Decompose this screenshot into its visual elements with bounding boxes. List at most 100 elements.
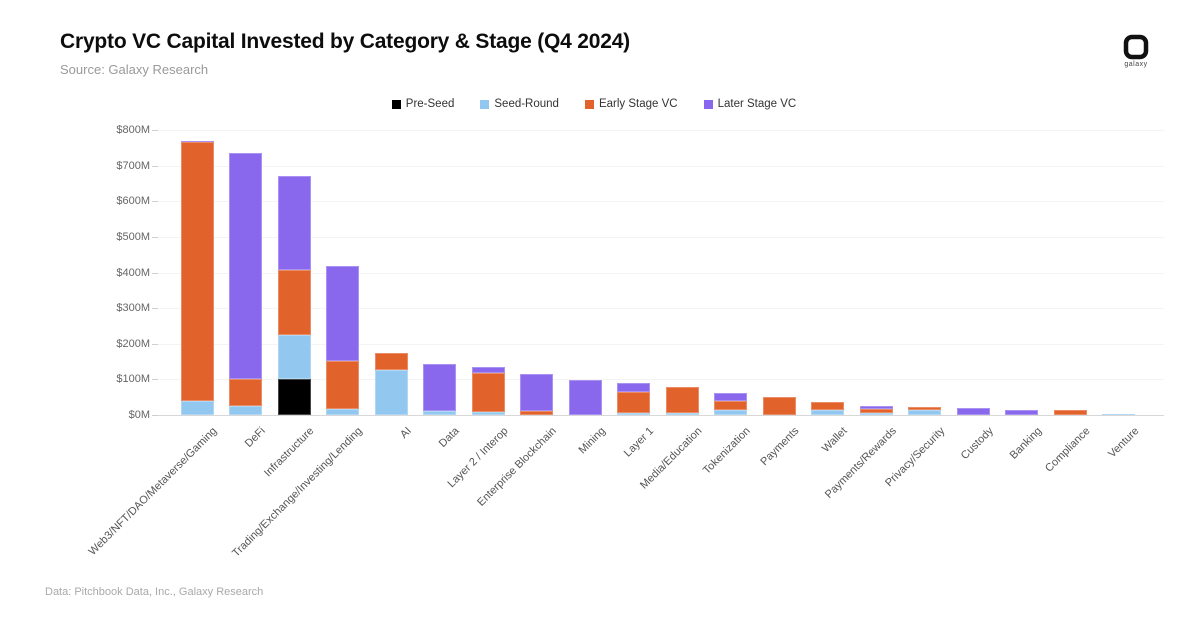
bar-segment-later-stage-vc[interactable] bbox=[520, 374, 553, 411]
y-axis-tick bbox=[152, 130, 158, 131]
bar-compliance[interactable] bbox=[1053, 409, 1087, 415]
bar-banking[interactable] bbox=[1005, 409, 1038, 415]
bar-segment-early-stage-vc[interactable] bbox=[811, 401, 844, 411]
bar-segment-seed-round[interactable] bbox=[1102, 414, 1135, 415]
x-axis-label: Custody bbox=[958, 425, 996, 463]
bar-segment-later-stage-vc[interactable] bbox=[714, 392, 747, 402]
bar-enterprise-blockchain[interactable] bbox=[520, 374, 553, 415]
bar-data[interactable] bbox=[423, 364, 456, 415]
bar-segment-early-stage-vc[interactable] bbox=[617, 391, 650, 414]
bar-segment-early-stage-vc[interactable] bbox=[229, 379, 262, 407]
bar-segment-early-stage-vc[interactable] bbox=[714, 401, 747, 410]
bar-segment-later-stage-vc[interactable] bbox=[568, 380, 602, 415]
y-axis-label: $400M bbox=[116, 266, 150, 279]
bar-segment-early-stage-vc[interactable] bbox=[180, 142, 214, 402]
bar-segment-seed-round[interactable] bbox=[617, 413, 650, 415]
bar-segment-seed-round[interactable] bbox=[374, 370, 408, 415]
bar-segment-early-stage-vc[interactable] bbox=[859, 408, 893, 414]
x-axis-label: Web3/NFT/DAO/Metaverse/Gaming bbox=[86, 425, 220, 558]
bar-segment-early-stage-vc[interactable] bbox=[1053, 409, 1087, 415]
bar-media-education[interactable] bbox=[665, 386, 699, 415]
bar-wallet[interactable] bbox=[811, 401, 844, 415]
bar-tokenization[interactable] bbox=[714, 392, 747, 415]
legend-item-early-stage-vc[interactable]: Early Stage VC bbox=[584, 98, 678, 110]
legend-label: Later Stage VC bbox=[717, 98, 797, 110]
page-title: Crypto VC Capital Invested by Category &… bbox=[60, 30, 630, 53]
bar-mining[interactable] bbox=[568, 380, 602, 415]
bar-custody[interactable] bbox=[956, 407, 990, 415]
bar-segment-seed-round[interactable] bbox=[811, 410, 844, 415]
bar-layer-1[interactable] bbox=[617, 382, 650, 415]
bar-segment-early-stage-vc[interactable] bbox=[908, 407, 941, 410]
gridline bbox=[158, 130, 1164, 131]
y-axis-tick bbox=[152, 379, 158, 381]
legend-item-later-stage-vc[interactable]: Later Stage VC bbox=[703, 98, 797, 110]
bar-segment-early-stage-vc[interactable] bbox=[471, 372, 505, 413]
bar-segment-later-stage-vc[interactable] bbox=[956, 407, 990, 415]
legend-item-pre-seed[interactable]: Pre-Seed bbox=[391, 98, 455, 110]
bar-segment-later-stage-vc[interactable] bbox=[423, 364, 456, 411]
legend-swatch-icon bbox=[391, 99, 401, 109]
x-axis-label: AI bbox=[397, 425, 414, 441]
bar-segment-seed-round[interactable] bbox=[277, 334, 311, 380]
bar-segment-early-stage-vc[interactable] bbox=[762, 397, 796, 415]
bar-segment-later-stage-vc[interactable] bbox=[277, 175, 311, 270]
x-axis-label: Wallet bbox=[820, 425, 850, 455]
bar-segment-seed-round[interactable] bbox=[229, 406, 262, 415]
bar-segment-seed-round[interactable] bbox=[908, 409, 941, 415]
bar-segment-early-stage-vc[interactable] bbox=[374, 353, 408, 371]
legend-swatch-icon bbox=[480, 99, 490, 109]
bar-segment-early-stage-vc[interactable] bbox=[277, 270, 311, 335]
bar-trading-exchange-investing-lending[interactable] bbox=[326, 265, 359, 415]
bar-segment-early-stage-vc[interactable] bbox=[665, 386, 699, 414]
bar-segment-seed-round[interactable] bbox=[180, 401, 214, 415]
bar-segment-early-stage-vc[interactable] bbox=[326, 360, 359, 409]
x-axis-label: Banking bbox=[1007, 425, 1044, 462]
bar-segment-pre-seed[interactable] bbox=[277, 379, 311, 415]
bar-payments[interactable] bbox=[762, 397, 796, 415]
bar-segment-later-stage-vc[interactable] bbox=[859, 406, 893, 409]
gridline bbox=[158, 343, 1164, 345]
y-axis-label: $500M bbox=[116, 230, 150, 243]
bar-segment-seed-round[interactable] bbox=[859, 413, 893, 415]
bar-segment-later-stage-vc[interactable] bbox=[180, 140, 214, 143]
legend-label: Early Stage VC bbox=[598, 98, 678, 110]
bar-segment-seed-round[interactable] bbox=[665, 413, 699, 415]
bar-infrastructure[interactable] bbox=[277, 175, 311, 415]
legend-item-seed-round[interactable]: Seed-Round bbox=[480, 98, 559, 110]
bar-segment-seed-round[interactable] bbox=[471, 412, 505, 415]
bar-defi[interactable] bbox=[229, 153, 262, 415]
legend-swatch-icon bbox=[584, 99, 594, 109]
bar-ai[interactable] bbox=[374, 353, 408, 415]
bar-segment-later-stage-vc[interactable] bbox=[326, 265, 359, 361]
x-axis-label: Venture bbox=[1105, 425, 1141, 461]
bar-segment-seed-round[interactable] bbox=[423, 410, 456, 415]
legend-label: Seed-Round bbox=[494, 98, 559, 110]
gridline bbox=[158, 308, 1164, 310]
bar-payments-rewards[interactable] bbox=[859, 406, 893, 415]
bar-segment-later-stage-vc[interactable] bbox=[1005, 409, 1038, 415]
legend-label: Pre-Seed bbox=[405, 98, 455, 110]
galaxy-logo-label: galaxy bbox=[1124, 61, 1148, 68]
y-axis-tick bbox=[152, 308, 158, 310]
gridline bbox=[158, 236, 1164, 238]
bar-layer-2-interop[interactable] bbox=[471, 366, 505, 415]
x-axis-line bbox=[158, 415, 1164, 416]
y-axis-label: $100M bbox=[116, 373, 150, 386]
bar-segment-later-stage-vc[interactable] bbox=[229, 153, 262, 380]
bar-segment-seed-round[interactable] bbox=[326, 408, 359, 415]
gridline bbox=[158, 272, 1164, 274]
bar-segment-later-stage-vc[interactable] bbox=[471, 366, 505, 373]
x-axis-label: DeFi bbox=[243, 425, 268, 450]
gridline bbox=[158, 201, 1164, 203]
bar-privacy-security[interactable] bbox=[908, 407, 941, 415]
bar-venture[interactable] bbox=[1102, 414, 1135, 415]
y-axis-tick bbox=[152, 343, 158, 345]
x-axis-label: Layer 1 bbox=[621, 425, 656, 460]
bar-segment-seed-round[interactable] bbox=[714, 410, 747, 415]
x-axis-label: Tokenization bbox=[701, 425, 753, 477]
bar-segment-later-stage-vc[interactable] bbox=[617, 382, 650, 392]
bar-web3-nft-dao-metaverse-gaming[interactable] bbox=[180, 140, 214, 415]
bar-segment-early-stage-vc[interactable] bbox=[520, 410, 553, 415]
